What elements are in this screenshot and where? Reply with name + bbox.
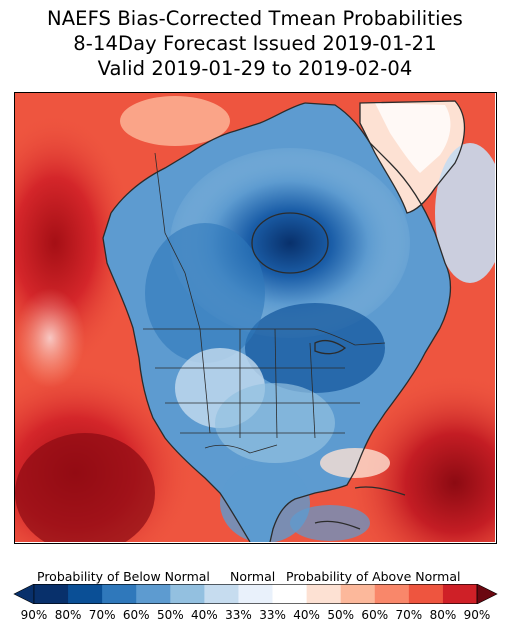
political-borders (143, 152, 386, 454)
coastlines (102, 100, 466, 542)
colorbar-tick-label: 80% (429, 608, 457, 622)
colorbar-tick-label: 70% (395, 608, 423, 622)
western-canada-cold-anomaly (145, 223, 265, 363)
colorbar-bin (34, 584, 69, 604)
colorbar-bin (408, 584, 444, 604)
colorbar-tick-label: 33% (259, 608, 286, 622)
colorbar-tick-label: 60% (122, 608, 150, 622)
colorbar-bin (306, 584, 342, 604)
colorbar-tick-label: 33% (225, 608, 252, 622)
figure-title: NAEFS Bias-Corrected Tmean Probabilities… (0, 6, 510, 81)
below-normal-label: Probability of Below Normal (37, 569, 210, 584)
colorbar-tick-label: 60% (361, 608, 389, 622)
colorbar-tick-label: 50% (327, 608, 355, 622)
colorbar-ticks: 90% 80% 70% 60% 50% 40% 33% 33% 40% 50% 60% 70% 80% 9… (0, 608, 510, 624)
colorbar-tick-label: 90% (20, 608, 48, 622)
central-us-cold (215, 383, 335, 463)
pacific-neutral-patch (15, 288, 85, 388)
colorbar (13, 584, 498, 604)
greenland-interior (375, 103, 451, 173)
colorbar-tick-label: 40% (293, 608, 320, 622)
colorbar-tick-label: 50% (156, 608, 184, 622)
colorbar-bin (68, 584, 103, 604)
colorbar-bin (442, 584, 478, 604)
title-line-3: Valid 2019-01-29 to 2019-02-04 (97, 57, 413, 80)
colorbar-arrow-left (13, 584, 35, 604)
gulf-neutral-patch (320, 448, 390, 478)
colorbar-bin (272, 584, 308, 604)
colorbar-tick-label: 90% (463, 608, 491, 622)
colorbar-tick-label: 40% (191, 608, 218, 622)
colorbar-bin (136, 584, 171, 604)
subtropical-pacific-anomaly (15, 433, 155, 542)
caribbean-cold-patch (290, 505, 370, 541)
colorbar-header: Probability of Below Normal Normal Proba… (0, 569, 510, 584)
colorbar-bin (170, 584, 205, 604)
colorbar-arrow-right (476, 584, 498, 604)
mexico-cold-anomaly (220, 463, 310, 542)
colorbar-bin (204, 584, 239, 604)
title-line-2: 8-14Day Forecast Issued 2019-01-21 (73, 32, 437, 55)
colorbar-bin (340, 584, 376, 604)
normal-label: Normal (230, 569, 276, 584)
colorbar-tick-label: 70% (88, 608, 116, 622)
colorbar-frame (33, 584, 478, 604)
map-canvas (15, 93, 495, 542)
title-line-1: NAEFS Bias-Corrected Tmean Probabilities (47, 7, 463, 30)
colorbar-tick-label: 80% (54, 608, 82, 622)
above-normal-label: Probability of Above Normal (286, 569, 461, 584)
arctic-neutral-patch (120, 96, 230, 146)
colorbar-bin (238, 584, 274, 604)
probability-map (14, 92, 497, 544)
north-atlantic-cold-patch (435, 143, 495, 283)
colorbar-bin (102, 584, 137, 604)
colorbar-bin (374, 584, 410, 604)
